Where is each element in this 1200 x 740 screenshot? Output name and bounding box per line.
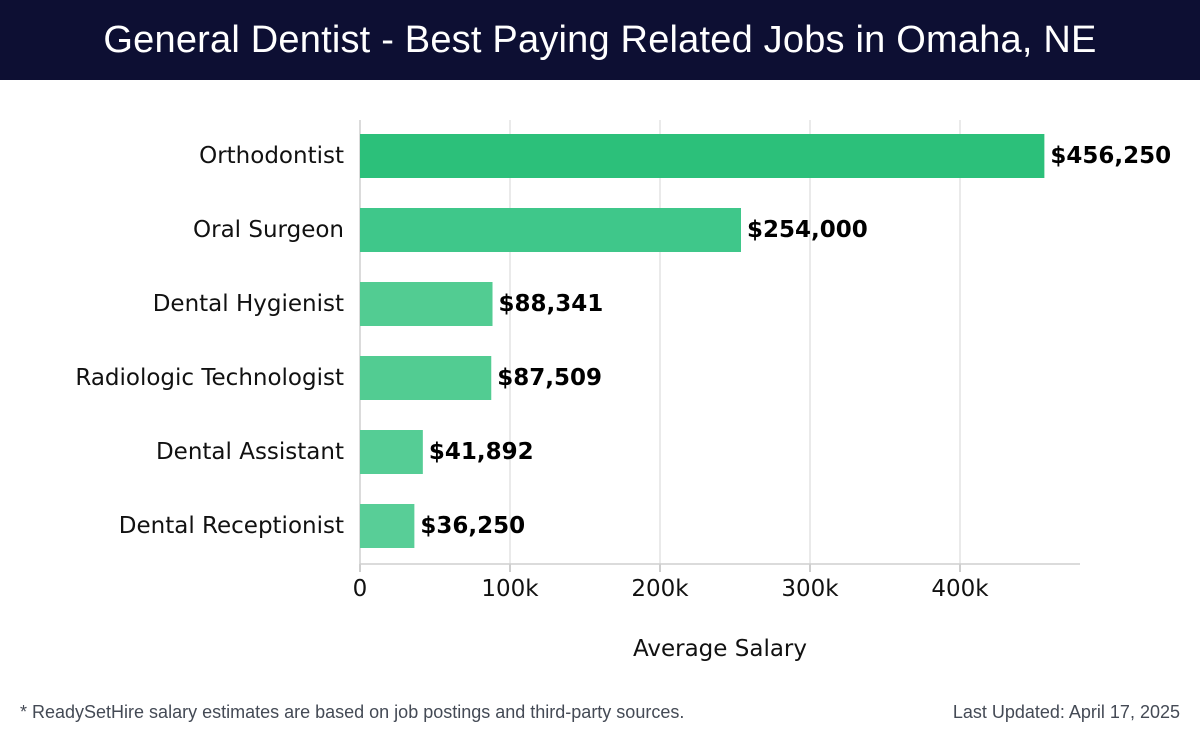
value-label: $87,509 bbox=[497, 365, 602, 391]
x-axis-title: Average Salary bbox=[633, 636, 807, 662]
last-updated: Last Updated: April 17, 2025 bbox=[952, 702, 1180, 722]
value-label: $88,341 bbox=[499, 291, 604, 317]
bars bbox=[360, 134, 1045, 548]
x-tick-label: 400k bbox=[931, 576, 989, 602]
value-label: $36,250 bbox=[420, 513, 525, 539]
bar-orthodontist bbox=[360, 134, 1045, 178]
header-bar: General Dentist - Best Paying Related Jo… bbox=[0, 0, 1200, 80]
value-label: $41,892 bbox=[429, 439, 534, 465]
value-label: $254,000 bbox=[747, 217, 868, 243]
page-title: General Dentist - Best Paying Related Jo… bbox=[103, 18, 1097, 61]
category-label: Orthodontist bbox=[199, 143, 344, 169]
category-label: Radiologic Technologist bbox=[75, 365, 344, 391]
x-tick-label: 100k bbox=[481, 576, 539, 602]
bar-radiologic-technologist bbox=[360, 356, 492, 400]
category-labels: Orthodontist Oral Surgeon Dental Hygienist… bbox=[75, 143, 344, 539]
x-tick-label: 200k bbox=[631, 576, 689, 602]
category-label: Oral Surgeon bbox=[193, 217, 344, 243]
bar-chart: Orthodontist Oral Surgeon Dental Hygienist… bbox=[75, 120, 1171, 662]
category-label: Dental Assistant bbox=[156, 439, 344, 465]
footnote: * ReadySetHire salary estimates are base… bbox=[20, 702, 685, 722]
bar-dental-hygienist bbox=[360, 282, 493, 326]
x-tick-label: 300k bbox=[781, 576, 839, 602]
bar-dental-receptionist bbox=[360, 504, 415, 548]
category-label: Dental Hygienist bbox=[153, 291, 344, 317]
category-label: Dental Receptionist bbox=[119, 513, 344, 539]
grid-lines bbox=[359, 120, 961, 564]
x-tick-label: 0 bbox=[353, 576, 368, 602]
bar-oral-surgeon bbox=[360, 208, 741, 252]
value-labels: $456,250 $254,000 $88,341 $87,509 $41,892 $36… bbox=[420, 143, 1171, 539]
value-label: $456,250 bbox=[1050, 143, 1171, 169]
x-axis-ticks: 0 100k 200k 300k 400k bbox=[353, 564, 989, 602]
bar-dental-assistant bbox=[360, 430, 423, 474]
